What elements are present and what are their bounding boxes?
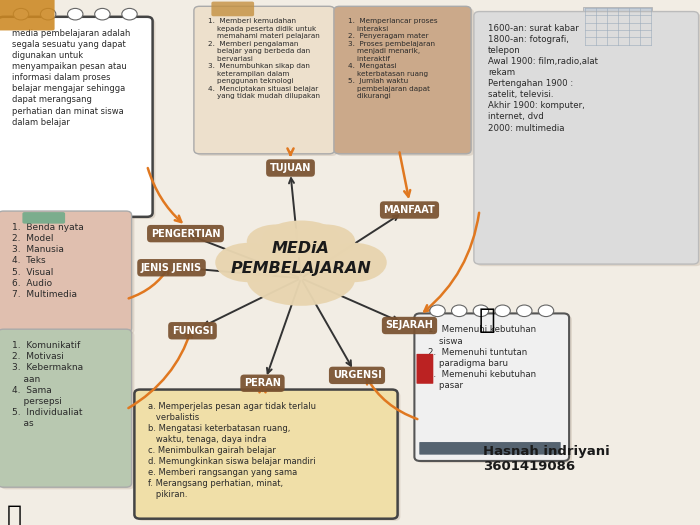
Text: MANFAAT: MANFAAT xyxy=(384,205,435,215)
Ellipse shape xyxy=(216,243,281,282)
FancyBboxPatch shape xyxy=(417,316,572,463)
FancyBboxPatch shape xyxy=(194,6,335,154)
Ellipse shape xyxy=(246,225,307,259)
FancyBboxPatch shape xyxy=(337,8,474,156)
Circle shape xyxy=(41,8,56,20)
Text: a. Memperjelas pesan agar tidak terlalu
   verbalistis
b. Mengatasi keterbatasan: a. Memperjelas pesan agar tidak terlalu … xyxy=(148,402,316,499)
Text: 🌾: 🌾 xyxy=(7,503,22,525)
FancyBboxPatch shape xyxy=(197,8,337,156)
Ellipse shape xyxy=(262,220,340,257)
Text: FUNGSI: FUNGSI xyxy=(172,326,213,336)
Text: PERAN: PERAN xyxy=(244,378,281,388)
FancyBboxPatch shape xyxy=(134,390,398,519)
Text: 1.  Memberi kemudahan
    kepada peserta didik untuk
    memahami materi pelajar: 1. Memberi kemudahan kepada peserta didi… xyxy=(208,18,320,99)
FancyBboxPatch shape xyxy=(211,2,254,16)
Text: 1.  Memperlancar proses
    interaksi
2.  Penyeragam mater
3.  Proses pembelajar: 1. Memperlancar proses interaksi 2. Peny… xyxy=(348,18,438,99)
FancyBboxPatch shape xyxy=(419,442,561,455)
Ellipse shape xyxy=(295,225,355,259)
FancyBboxPatch shape xyxy=(0,17,153,217)
Text: 1600-an: surat kabar
1800-an: fotografi,
telepon
Awal 1900: film,radio,alat
reka: 1600-an: surat kabar 1800-an: fotografi,… xyxy=(488,24,598,132)
FancyBboxPatch shape xyxy=(22,212,65,224)
FancyBboxPatch shape xyxy=(416,354,433,384)
FancyBboxPatch shape xyxy=(334,6,471,154)
FancyBboxPatch shape xyxy=(583,7,652,46)
Circle shape xyxy=(430,305,445,317)
Text: media pembelajaran adalah
segala sesuatu yang dapat
digunakan untuk
menyampaikan: media pembelajaran adalah segala sesuatu… xyxy=(12,29,130,127)
Text: TUJUAN: TUJUAN xyxy=(270,163,312,173)
Circle shape xyxy=(122,8,137,20)
Text: 1.  Benda nyata
2.  Model
3.  Manusia
4.  Teks
5.  Visual
6.  Audio
7.  Multimed: 1. Benda nyata 2. Model 3. Manusia 4. Te… xyxy=(12,223,84,299)
Text: SEJARAH: SEJARAH xyxy=(386,320,433,331)
Ellipse shape xyxy=(321,243,386,282)
Circle shape xyxy=(13,8,29,20)
FancyBboxPatch shape xyxy=(0,211,132,332)
Circle shape xyxy=(94,8,110,20)
Text: 🌹: 🌹 xyxy=(478,306,495,334)
Circle shape xyxy=(517,305,532,317)
Text: 1.  Komunikatif
2.  Motivasi
3.  Kebermakna
    aan
4.  Sama
    persepsi
5.  In: 1. Komunikatif 2. Motivasi 3. Kebermakna… xyxy=(12,341,83,428)
Circle shape xyxy=(473,305,489,317)
Text: PENGERTIAN: PENGERTIAN xyxy=(150,228,220,239)
Circle shape xyxy=(67,8,83,20)
Circle shape xyxy=(538,305,554,317)
FancyBboxPatch shape xyxy=(474,12,699,264)
Text: JENIS JENIS: JENIS JENIS xyxy=(141,262,202,273)
Ellipse shape xyxy=(246,251,355,306)
Text: Hasnah indriyani
3601419086: Hasnah indriyani 3601419086 xyxy=(483,445,610,473)
Text: 1.  Memenuhi kebutuhan
    siswa
2.  Memenuhi tuntutan
    paradigma baru
3.  Me: 1. Memenuhi kebutuhan siswa 2. Memenuhi … xyxy=(428,326,536,390)
FancyBboxPatch shape xyxy=(137,392,400,521)
FancyBboxPatch shape xyxy=(0,329,132,487)
FancyBboxPatch shape xyxy=(414,313,569,461)
FancyBboxPatch shape xyxy=(1,213,134,334)
FancyBboxPatch shape xyxy=(1,331,134,489)
Circle shape xyxy=(495,305,510,317)
Circle shape xyxy=(452,305,467,317)
FancyBboxPatch shape xyxy=(0,0,55,30)
Text: URGENSI: URGENSI xyxy=(332,370,382,381)
Text: MEDiA
PEMBELAJARAN: MEDiA PEMBELAJARAN xyxy=(230,241,372,276)
FancyBboxPatch shape xyxy=(1,19,155,219)
FancyBboxPatch shape xyxy=(477,14,700,266)
